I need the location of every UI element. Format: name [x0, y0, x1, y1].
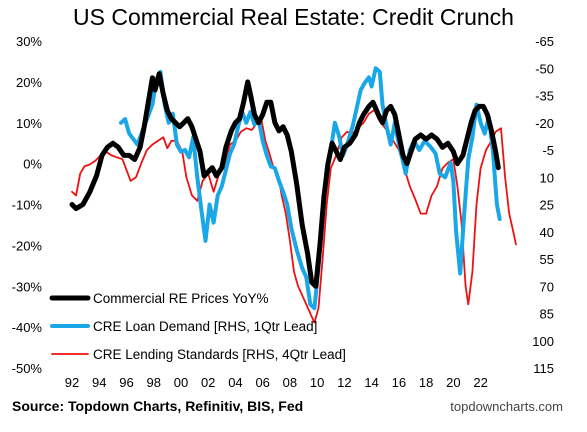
left-axis-ticks: 30% 20% 10% 0% -10% -20% -30% -40% -50% — [12, 34, 43, 376]
x-tick-label: 14 — [364, 375, 378, 390]
right-tick-label: 85 — [540, 307, 554, 322]
x-tick-label: 00 — [174, 375, 188, 390]
right-axis-ticks: -65 -50 -35 -20 -5 10 25 40 55 70 85 100 115 — [532, 34, 554, 376]
left-tick-label: -20% — [12, 238, 43, 253]
right-tick-label: -50 — [535, 61, 554, 76]
left-tick-label: -30% — [12, 279, 43, 294]
x-tick-label: 12 — [337, 375, 351, 390]
legend-label-1: CRE Loan Demand [RHS, 1Qtr Lead] — [93, 319, 317, 334]
right-tick-label: -5 — [542, 143, 554, 158]
x-tick-label: 06 — [255, 375, 269, 390]
x-tick-label: 20 — [446, 375, 460, 390]
right-tick-label: 100 — [532, 334, 554, 349]
left-tick-label: 20% — [16, 75, 42, 90]
chart-title: US Commercial Real Estate: Credit Crunch — [73, 4, 514, 30]
right-tick-label: 115 — [533, 361, 554, 376]
left-tick-label: -50% — [12, 361, 43, 376]
left-tick-label: 30% — [16, 34, 42, 49]
x-tick-label: 22 — [473, 375, 487, 390]
series-line-0 — [69, 71, 501, 289]
legend-label-0: Commercial RE Prices YoY% — [93, 291, 269, 306]
right-tick-label: 10 — [540, 170, 554, 185]
x-tick-label: 18 — [419, 375, 433, 390]
x-tick-label: 98 — [146, 375, 160, 390]
x-axis-ticks: 92 94 96 98 00 02 04 06 08 10 12 14 16 18 20 22 — [65, 375, 488, 390]
right-tick-label: -35 — [535, 89, 554, 104]
x-tick-label: 08 — [283, 375, 297, 390]
x-tick-label: 96 — [119, 375, 133, 390]
left-tick-label: 10% — [16, 116, 42, 131]
right-tick-label: 70 — [540, 279, 554, 294]
x-tick-label: 02 — [201, 375, 215, 390]
series-line-1 — [119, 66, 502, 311]
left-tick-label: -10% — [12, 198, 43, 213]
plot-lines — [69, 66, 517, 324]
left-tick-label: 0% — [23, 157, 42, 172]
series-line-2 — [71, 109, 517, 324]
legend: Commercial RE Prices YoY% CRE Loan Demand… — [49, 291, 346, 362]
source-note: Source: Topdown Charts, Refinitiv, BIS, … — [12, 398, 304, 414]
right-tick-label: -20 — [535, 116, 554, 131]
legend-label-2: CRE Lending Standards [RHS, 4Qtr Lead] — [93, 347, 346, 362]
right-tick-label: 55 — [540, 252, 554, 267]
left-tick-label: -40% — [12, 320, 43, 335]
x-tick-label: 10 — [310, 375, 324, 390]
site-watermark: topdowncharts.com — [450, 399, 563, 414]
x-tick-label: 04 — [228, 375, 242, 390]
right-tick-label: -65 — [535, 34, 554, 49]
right-tick-label: 25 — [540, 198, 554, 213]
right-tick-label: 40 — [540, 225, 554, 240]
x-tick-label: 16 — [392, 375, 406, 390]
x-tick-label: 92 — [65, 375, 79, 390]
x-tick-label: 94 — [92, 375, 106, 390]
